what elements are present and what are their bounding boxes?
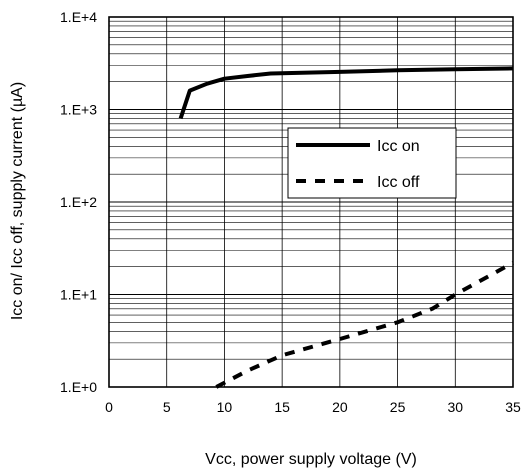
y-axis-title: Icc on/ Icc off, supply current (µA) — [9, 82, 26, 320]
legend-label-icc-on: Icc on — [377, 138, 420, 155]
x-tick-label: 20 — [332, 399, 348, 415]
x-tick-label: 0 — [105, 399, 113, 415]
x-tick-label: 35 — [505, 399, 521, 415]
plot-frame — [108, 16, 514, 388]
x-tick-label: 5 — [163, 399, 171, 415]
legend-label-icc-off: Icc off — [377, 174, 420, 191]
series-layer — [178, 66, 514, 389]
x-axis-title: Vcc, power supply voltage (V) — [205, 451, 417, 468]
x-tick-label: 30 — [447, 399, 463, 415]
y-tick-labels: 1.E+0 1.E+1 1.E+2 1.E+3 1.E+4 — [60, 9, 97, 395]
y-tick-label: 1.E+1 — [60, 287, 97, 303]
x-tick-labels: 0 5 10 15 20 25 30 35 — [105, 399, 521, 415]
series-line-icc-on — [178, 66, 514, 120]
legend: Icc on Icc off — [287, 127, 457, 199]
x-tick-label: 10 — [217, 399, 233, 415]
y-tick-label: 1.E+2 — [60, 194, 97, 210]
x-tick-label: 15 — [274, 399, 290, 415]
y-tick-label: 1.E+0 — [60, 379, 97, 395]
legend-box — [287, 127, 457, 199]
y-tick-label: 1.E+3 — [60, 102, 97, 118]
x-tick-label: 25 — [390, 399, 406, 415]
y-tick-label: 1.E+4 — [60, 9, 97, 25]
series-line-icc-off — [215, 261, 514, 389]
